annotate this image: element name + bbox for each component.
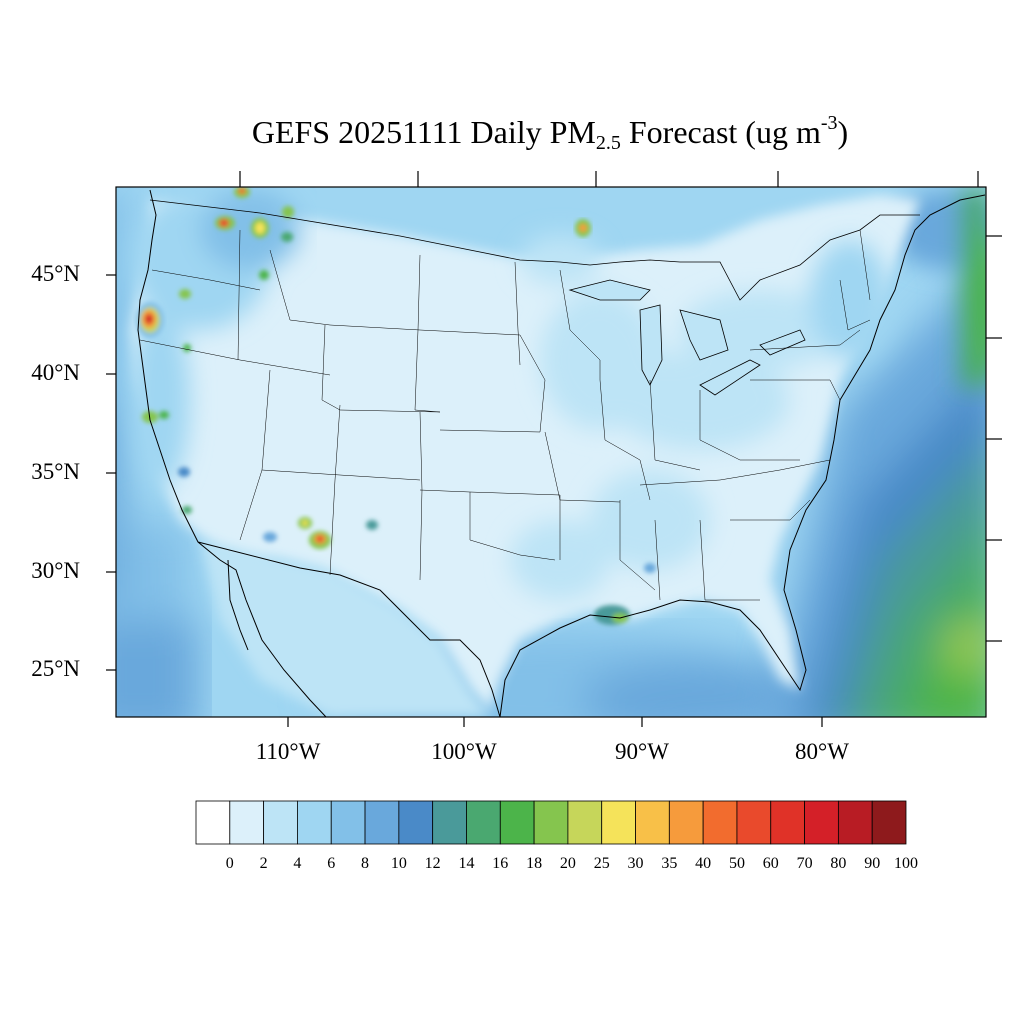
lat-label-25n: 25°N — [31, 656, 80, 681]
colorbar-label: 12 — [424, 855, 441, 872]
plot-frame — [115, 186, 987, 718]
colorbar-swatch — [330, 800, 366, 845]
hotspot-washington — [215, 187, 250, 230]
canada-border — [149, 199, 920, 301]
lat-label-30n: 30°N — [31, 558, 80, 583]
colorbar-swatch — [195, 800, 231, 845]
colorbar-label: 2 — [259, 855, 268, 872]
lon-label-80w: 80°W — [795, 739, 849, 764]
colorbar-label: 6 — [327, 855, 336, 872]
colorbar-swatch — [804, 800, 839, 845]
colorbar-swatch — [635, 800, 670, 845]
colorbar-swatch — [364, 800, 400, 845]
colorbar-swatch — [871, 800, 907, 845]
colorbar-label: 40 — [695, 855, 712, 872]
colorbar-label: 16 — [492, 855, 509, 872]
colorbar-label: 10 — [390, 855, 407, 872]
colorbar-label: 0 — [225, 855, 234, 872]
map-field — [116, 187, 986, 717]
hotspot-minnesota — [575, 219, 591, 237]
colorbar-swatch — [567, 800, 603, 845]
axis-ticks — [106, 171, 1002, 727]
lon-label-110w: 110°W — [255, 739, 321, 764]
plot-title: GEFS 20251111 Daily PM2.5 Forecast (ug m… — [251, 112, 849, 154]
colorbar-swatch — [837, 800, 873, 845]
colorbar-swatch — [736, 800, 772, 845]
colorbar-label: 8 — [361, 855, 370, 872]
hotspot-oregon — [136, 302, 164, 338]
lat-label-40n: 40°N — [31, 360, 80, 385]
colorbar-label: 18 — [526, 855, 543, 872]
colorbar-label: 30 — [627, 855, 644, 872]
great-lakes — [568, 279, 806, 396]
hotspot-arizona — [263, 517, 378, 549]
colorbar-swatch — [702, 800, 738, 845]
colorbar-label: 25 — [593, 855, 610, 872]
coastline — [137, 189, 986, 717]
colorbar-swatch — [668, 800, 704, 845]
colorbar-label: 70 — [796, 855, 813, 872]
colorbar-label: 20 — [559, 855, 576, 872]
colorbar-swatch — [601, 800, 636, 845]
colorbar-swatch — [432, 800, 467, 845]
colorbar-swatch — [466, 800, 501, 845]
colorbar-swatch — [398, 800, 434, 845]
colorbar-label: 14 — [458, 855, 475, 872]
colorbar-label: 4 — [293, 855, 302, 872]
lat-label-45n: 45°N — [31, 261, 80, 286]
colorbar-label: 35 — [661, 855, 678, 872]
colorbar-swatch — [297, 800, 332, 845]
hotspot-idaho — [179, 206, 294, 352]
colorbar-swatch — [263, 800, 298, 845]
colorbar-label: 50 — [728, 855, 745, 872]
colorbar-label: 100 — [894, 855, 918, 872]
colorbar-swatch — [770, 800, 805, 845]
lon-label-100w: 100°W — [431, 739, 497, 764]
colorbar-swatch — [533, 800, 569, 845]
colorbar-label: 80 — [830, 855, 847, 872]
colorbar — [195, 800, 907, 845]
state-borders — [139, 229, 871, 601]
lat-label-35n: 35°N — [31, 459, 80, 484]
lon-label-90w: 90°W — [615, 739, 669, 764]
colorbar-swatch — [229, 800, 265, 845]
colorbar-label: 60 — [762, 855, 779, 872]
colorbar-label: 90 — [864, 855, 881, 872]
colorbar-swatch — [499, 800, 535, 845]
